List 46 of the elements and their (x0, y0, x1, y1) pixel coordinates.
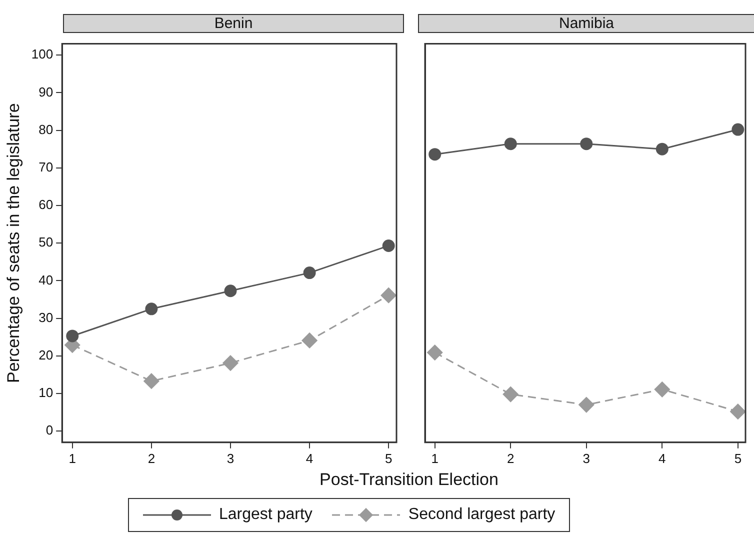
x-tick-label: 2 (507, 450, 514, 466)
point (656, 142, 668, 156)
point (224, 284, 237, 298)
point (66, 330, 79, 342)
x-tick-label: 3 (226, 450, 234, 466)
y-axis-title: Percentage of seats in the legislature (4, 103, 23, 383)
point (580, 138, 593, 150)
legend-label: Largest party (219, 506, 312, 524)
point (302, 332, 318, 348)
point (654, 382, 670, 398)
x-tick-label: 5 (384, 450, 392, 466)
point (578, 397, 594, 413)
x-axis-title: Post-Transition Election (318, 470, 500, 490)
y-tick-label: 60 (38, 197, 54, 212)
point (222, 355, 238, 371)
x-tick-label: 1 (68, 450, 76, 466)
y-tick-label: 80 (38, 122, 54, 137)
y-tick-label: 0 (46, 422, 54, 438)
point (504, 138, 517, 150)
y-tick-label: 40 (38, 272, 54, 288)
x-tick-label: 2 (148, 450, 156, 466)
x-tick-label: 3 (582, 450, 590, 466)
chart-title: Namibia (418, 14, 754, 33)
x-tick-label: 5 (734, 450, 742, 466)
legend-label: Second largest party (408, 506, 556, 524)
y-tick-label: 20 (38, 347, 54, 362)
y-tick-label: 90 (38, 84, 54, 100)
y-tick-label: 70 (38, 159, 54, 174)
point (303, 266, 316, 280)
point (144, 373, 160, 389)
y-tick-label: 30 (38, 310, 54, 325)
point (502, 386, 518, 402)
x-tick-label: 4 (306, 450, 314, 466)
point (145, 302, 158, 316)
point (730, 404, 746, 420)
point (427, 344, 443, 360)
point (380, 288, 396, 304)
x-tick-label: 1 (431, 450, 438, 466)
point (382, 239, 395, 252)
point (732, 123, 744, 136)
x-tick-label: 4 (658, 450, 666, 466)
point (428, 148, 442, 161)
y-tick-label: 50 (38, 234, 54, 250)
chart-title: Benin (63, 14, 404, 33)
y-tick-label: 10 (38, 385, 54, 400)
y-tick-label: 100 (31, 46, 54, 62)
